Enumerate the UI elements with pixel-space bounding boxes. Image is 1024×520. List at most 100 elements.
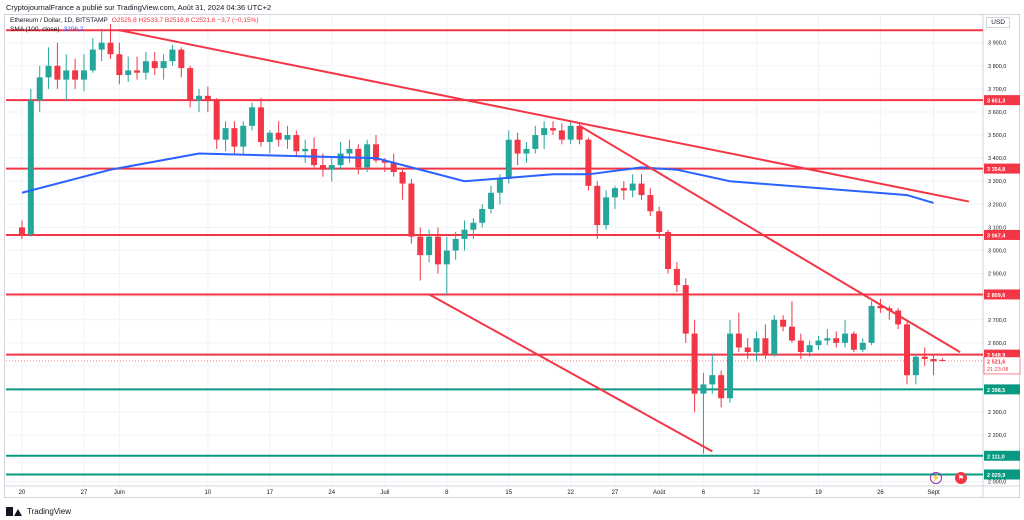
candle-body (390, 162, 397, 172)
candle-body (399, 172, 406, 184)
candle-body (523, 148, 530, 154)
candle-body (275, 132, 282, 140)
candle-body (620, 188, 627, 191)
candle-body (550, 128, 556, 131)
candle-body (240, 125, 247, 147)
y-tick-label: 3 600,0 (988, 110, 1006, 116)
x-tick-label: 24 (328, 490, 335, 496)
tradingview-logo-icon[interactable] (6, 506, 22, 516)
x-tick-label: Sept (927, 490, 940, 496)
candle-body (833, 338, 840, 343)
y-tick-label: 3 000,0 (988, 249, 1006, 255)
symbol-label[interactable]: Ethereum / Dollar, 1D, BITSTAMP (10, 17, 108, 24)
level-badge (984, 163, 1020, 174)
candle-body (27, 100, 34, 235)
candle-body (196, 95, 202, 101)
level-badge (984, 229, 1020, 240)
flag-icon[interactable]: ⚑ (955, 472, 967, 484)
candle-body (284, 135, 291, 140)
candle-body (718, 375, 725, 399)
candle-body (408, 183, 415, 237)
currency-badge[interactable]: USD (986, 17, 1010, 28)
level-label: 3 354,8 (987, 167, 1005, 173)
x-tick-label: 8 (445, 490, 449, 496)
candle-body (373, 144, 379, 161)
candle-body (629, 183, 636, 191)
candle-body (134, 70, 141, 73)
candle-body (532, 135, 539, 149)
candle-body (780, 319, 787, 327)
candle-body (249, 107, 256, 126)
chart-frame (4, 14, 1020, 498)
x-tick-label: 10 (205, 490, 212, 496)
candle-body (72, 70, 79, 80)
candle-body (204, 95, 211, 101)
y-tick-label: 3 300,0 (988, 179, 1006, 185)
candle-body (381, 160, 388, 163)
candle-body (63, 70, 70, 80)
candle-body (735, 333, 742, 348)
y-tick-label: 2 700,0 (988, 318, 1006, 324)
candle-body (222, 128, 229, 140)
y-tick-label: 2 200,0 (988, 433, 1006, 439)
candle-body (797, 340, 804, 353)
candle-body (142, 61, 149, 73)
y-tick-label: 3 400,0 (988, 156, 1006, 162)
candle-body (443, 250, 450, 265)
x-tick-label: Juil (380, 490, 389, 496)
x-tick-label: 6 (702, 490, 706, 496)
x-tick-label: 12 (753, 490, 760, 496)
candle-body (319, 165, 326, 170)
candle-body (426, 236, 433, 256)
footer: TradingView (0, 502, 1024, 520)
level-badge (984, 384, 1020, 395)
candle-body (665, 232, 672, 269)
candle-body (98, 42, 105, 50)
lightning-icon[interactable]: ⚡ (930, 472, 942, 484)
y-tick-label: 3 900,0 (988, 41, 1006, 47)
x-tick-label: 17 (266, 490, 273, 496)
sma-label[interactable]: SMA (100, close) (10, 26, 60, 33)
level-label: 3 651,3 (987, 99, 1005, 105)
candle-body (302, 148, 309, 152)
candle-body (930, 359, 937, 362)
candle-body (603, 197, 610, 226)
candle-body (594, 185, 601, 226)
candle-body (514, 139, 521, 154)
y-tick-label: 3 800,0 (988, 64, 1006, 70)
candle-body (257, 107, 264, 142)
current-price-badge (983, 356, 1021, 375)
candle-body (45, 65, 52, 78)
candle-body (806, 345, 813, 353)
x-tick-label: 20 (19, 490, 26, 496)
candle-body (753, 338, 760, 353)
candle-body (116, 54, 123, 76)
candle-body (19, 227, 25, 235)
current-price-label: 2 521,6 (987, 359, 1005, 365)
candle-body (231, 128, 238, 147)
candle-body (877, 305, 884, 309)
y-tick-label: 2 900,0 (988, 272, 1006, 278)
y-tick-label: 2 600,0 (988, 341, 1006, 347)
candle-body (178, 49, 185, 69)
level-label: 2 398,5 (987, 388, 1005, 394)
candle-body (479, 208, 486, 223)
candle-body (169, 49, 176, 62)
x-tick-label: 19 (815, 490, 822, 496)
trendline (579, 124, 961, 353)
candle-body (187, 68, 194, 101)
candle-body (89, 49, 96, 71)
candle-body (576, 125, 583, 140)
candle-body (904, 324, 910, 376)
candle-body (470, 222, 477, 230)
y-tick-label: 2 000,0 (988, 479, 1006, 485)
candle-body (788, 326, 795, 341)
x-tick-label: 15 (505, 490, 512, 496)
x-tick-label: Juin (114, 490, 125, 496)
x-tick-label: 27 (81, 490, 88, 496)
candle-body (824, 338, 831, 341)
bar-countdown: 21:23:08 (987, 367, 1008, 373)
x-tick-label: 27 (612, 490, 619, 496)
candle-body (673, 268, 680, 286)
